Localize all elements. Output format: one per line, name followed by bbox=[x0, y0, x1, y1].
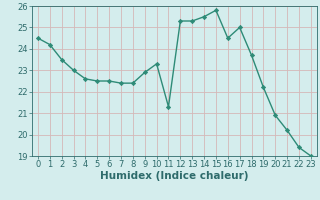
X-axis label: Humidex (Indice chaleur): Humidex (Indice chaleur) bbox=[100, 171, 249, 181]
